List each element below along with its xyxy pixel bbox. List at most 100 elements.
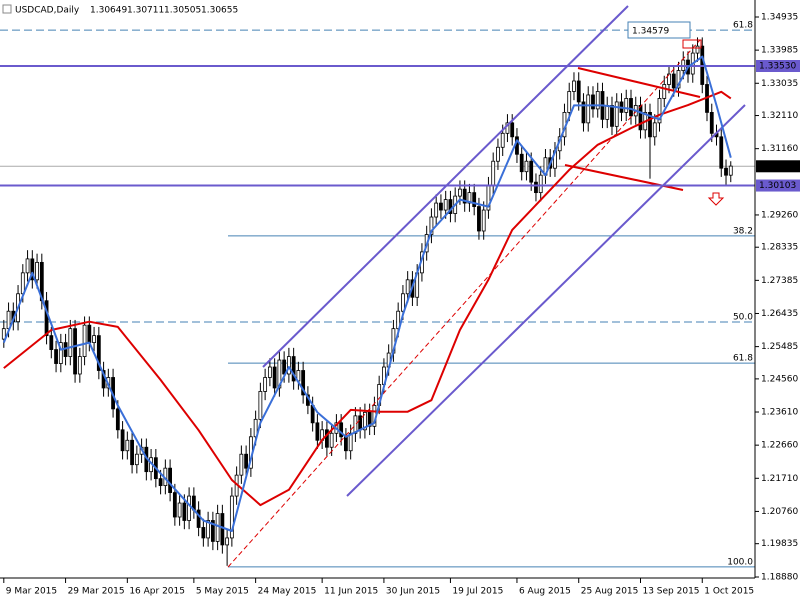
candle-body bbox=[624, 98, 629, 113]
level-label: 1.33530 bbox=[759, 62, 796, 72]
candle-body bbox=[134, 453, 139, 466]
y-tick-label: 1.20760 bbox=[761, 507, 798, 517]
candle-body bbox=[158, 478, 163, 487]
candle-body bbox=[272, 366, 277, 389]
candle-body bbox=[614, 101, 619, 127]
candle-body bbox=[581, 101, 586, 124]
x-tick-label: 24 May 2015 bbox=[258, 587, 317, 597]
y-tick-label: 1.32110 bbox=[761, 111, 798, 121]
candle-body bbox=[638, 105, 643, 131]
candle-body bbox=[576, 80, 581, 103]
candle-body bbox=[534, 181, 538, 194]
candle-body bbox=[500, 132, 505, 148]
candle-body bbox=[68, 328, 73, 357]
level-tag bbox=[756, 60, 800, 73]
candle-body bbox=[667, 73, 671, 85]
x-tick-label: 25 Aug 2015 bbox=[581, 587, 639, 597]
candle-body bbox=[44, 300, 49, 337]
candle-body bbox=[458, 188, 462, 197]
y-tick-label: 1.22660 bbox=[761, 441, 798, 451]
candle-body bbox=[130, 439, 134, 466]
triangle-upper bbox=[577, 67, 701, 98]
candle-body bbox=[605, 105, 610, 120]
candle-body bbox=[77, 356, 82, 375]
y-tick-label: 1.24560 bbox=[761, 374, 798, 384]
down-arrow bbox=[707, 192, 725, 206]
candle-body bbox=[73, 328, 77, 375]
y-tick-label: 1.19835 bbox=[761, 539, 798, 549]
candle-body bbox=[92, 335, 96, 344]
y-tick-label: 1.33035 bbox=[761, 79, 798, 89]
candle-body bbox=[472, 192, 477, 207]
candle-body bbox=[96, 335, 101, 371]
candle-body bbox=[671, 73, 676, 89]
candle-body bbox=[253, 418, 258, 438]
candle-body bbox=[610, 105, 614, 127]
candle-body bbox=[586, 94, 591, 124]
candle-body bbox=[572, 80, 576, 92]
candle-body bbox=[291, 356, 296, 382]
fib-label: 61.8 bbox=[733, 354, 753, 364]
last-price-tag bbox=[756, 160, 800, 173]
candle-body bbox=[709, 111, 714, 134]
overlay: USDCAD,Daily 1.30649 1.30711 1.30505 1.3… bbox=[2, 4, 691, 39]
indicator-layer bbox=[2, 55, 732, 532]
candle-body bbox=[529, 160, 534, 183]
peak-box bbox=[682, 39, 702, 49]
header-high: 1.30711 bbox=[127, 6, 164, 16]
x-tick-label: 9 Mar 2015 bbox=[6, 587, 57, 597]
candle-body bbox=[25, 258, 30, 274]
candle-body bbox=[591, 94, 595, 110]
candle-body bbox=[239, 453, 244, 476]
candle-body bbox=[519, 153, 524, 173]
candle-body bbox=[477, 206, 481, 232]
x-tick-label: 13 Sep 2015 bbox=[642, 587, 699, 597]
x-tick-label: 5 May 2015 bbox=[196, 587, 249, 597]
channel-lower bbox=[346, 104, 746, 497]
y-tick-label: 1.31160 bbox=[761, 144, 798, 154]
candle-body bbox=[401, 293, 405, 312]
candle-body bbox=[353, 415, 358, 434]
candle-body bbox=[258, 391, 263, 420]
candle-body bbox=[282, 359, 287, 375]
x-tick-label: 29 Mar 2015 bbox=[68, 587, 125, 597]
candle-body bbox=[35, 261, 39, 281]
candle-body bbox=[481, 209, 486, 232]
moving-average bbox=[2, 55, 732, 532]
candle-body bbox=[125, 439, 130, 452]
candle-body bbox=[510, 122, 515, 138]
drawing-layer bbox=[0, 5, 755, 568]
candle-body bbox=[229, 495, 234, 539]
candle-body bbox=[172, 492, 177, 518]
candle-body bbox=[344, 436, 348, 452]
x-tick-label: 30 Jun 2015 bbox=[386, 587, 440, 597]
candle-body bbox=[20, 272, 25, 295]
candle-body bbox=[215, 513, 220, 542]
candle-body bbox=[187, 495, 192, 521]
y-tick-label: 1.27385 bbox=[761, 276, 798, 286]
candle-body bbox=[657, 98, 662, 124]
y-tick-label: 1.28335 bbox=[761, 243, 798, 253]
candle-body bbox=[329, 432, 334, 448]
candle-body bbox=[206, 520, 211, 539]
candle-body bbox=[496, 146, 500, 162]
candle-body bbox=[339, 422, 344, 438]
candle-body bbox=[301, 370, 306, 396]
candle-body bbox=[363, 411, 367, 431]
last-price-label: 1.30655 bbox=[759, 162, 796, 172]
candle-body bbox=[524, 160, 529, 173]
candle-body bbox=[662, 84, 667, 99]
candle-body bbox=[220, 513, 225, 546]
candle-body bbox=[177, 502, 182, 518]
fib-label: 50.0 bbox=[733, 313, 753, 323]
annotation-box bbox=[627, 21, 691, 39]
candle-body bbox=[567, 91, 572, 113]
header-close: 1.30655 bbox=[201, 6, 238, 16]
candle-body bbox=[448, 199, 453, 214]
moving-average bbox=[3, 90, 732, 507]
y-tick-label: 1.26435 bbox=[761, 309, 798, 319]
candle-body bbox=[196, 509, 201, 528]
candle-body bbox=[58, 342, 63, 364]
candle-body bbox=[467, 192, 472, 204]
candle-body bbox=[315, 422, 320, 441]
